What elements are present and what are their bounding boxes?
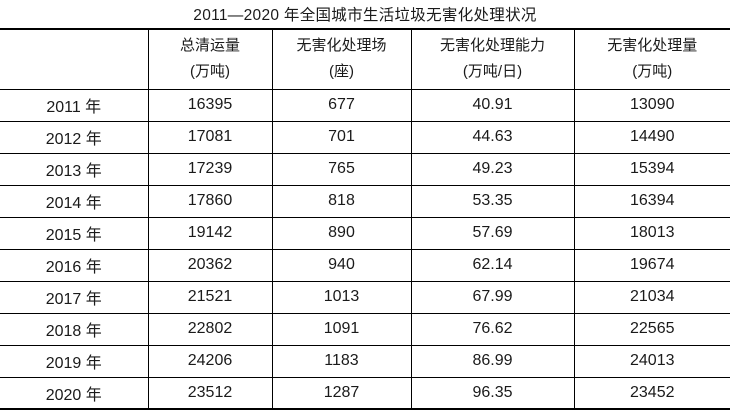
- value-cell: 86.99: [410, 345, 574, 378]
- year-cell: 2012 年: [0, 121, 148, 154]
- table-body: 2011 年 16395 677 40.91 13090 2012 年 1708…: [0, 89, 730, 409]
- value-cell: 49.23: [410, 153, 574, 186]
- value-cell: 20362: [147, 249, 272, 282]
- value-cell: 19674: [573, 249, 730, 282]
- year-cell: 2017 年: [0, 281, 148, 314]
- value-cell: 16394: [573, 185, 730, 218]
- value-cell: 14490: [573, 121, 730, 154]
- value-cell: 17860: [147, 185, 272, 218]
- year-cell: 2015 年: [0, 217, 148, 250]
- value-cell: 13090: [573, 89, 730, 122]
- value-cell: 76.62: [410, 313, 574, 346]
- value-cell: 17239: [147, 153, 272, 186]
- value-cell: 16395: [147, 89, 272, 122]
- value-cell: 23452: [573, 377, 730, 409]
- table-row: 2011 年 16395 677 40.91 13090: [0, 89, 730, 122]
- value-cell: 96.35: [410, 377, 574, 409]
- value-cell: 19142: [147, 217, 272, 250]
- value-cell: 15394: [573, 153, 730, 186]
- value-cell: 53.35: [410, 185, 574, 218]
- year-cell: 2020 年: [45, 386, 102, 404]
- table-title: 2011—2020 年全国城市生活垃圾无害化处理状况: [193, 7, 537, 24]
- table-row: 2020 年 23512 1287 96.35 23452: [0, 377, 730, 409]
- table-header-row: 总清运量 (万吨) 无害化处理场 (座) 无害化处理能力 (万吨/日) 无害化处…: [0, 29, 730, 90]
- value-cell: 1287: [271, 377, 411, 409]
- year-cell: 2013 年: [0, 153, 148, 186]
- value-cell: 1013: [271, 281, 411, 314]
- table-row: 2014 年 17860 818 53.35 16394: [0, 185, 730, 218]
- value-cell: 890: [271, 217, 411, 250]
- value-cell: 57.69: [410, 217, 574, 250]
- value-cell: 22565: [573, 313, 730, 346]
- value-cell: 1183: [271, 345, 411, 378]
- table-row: 2012 年 17081 701 44.63 14490: [0, 121, 730, 154]
- value-cell: 40.91: [410, 89, 574, 122]
- value-cell: 17081: [147, 121, 272, 154]
- column-header-name: 无害化处理能力: [439, 37, 545, 55]
- column-header-unit: (座): [329, 63, 354, 81]
- column-header-name: 无害化处理场: [296, 37, 387, 55]
- data-table: 总清运量 (万吨) 无害化处理场 (座) 无害化处理能力 (万吨/日) 无害化处…: [0, 28, 730, 410]
- column-header-treatment-volume: 无害化处理量 (万吨): [573, 29, 730, 90]
- value-cell: 44.63: [410, 121, 574, 154]
- year-cell: 2018 年: [0, 313, 148, 346]
- value-cell: 21521: [147, 281, 272, 314]
- table-row: 2015 年 19142 890 57.69 18013: [0, 217, 730, 250]
- value-cell: 62.14: [410, 249, 574, 282]
- value-cell: 18013: [573, 217, 730, 250]
- value-cell: 1091: [271, 313, 411, 346]
- table-row: 2017 年 21521 1013 67.99 21034: [0, 281, 730, 314]
- value-cell: 22802: [147, 313, 272, 346]
- value-cell: 940: [271, 249, 411, 282]
- value-cell: 701: [271, 121, 411, 154]
- year-cell: 2019 年: [0, 345, 148, 378]
- column-header-name: 总清运量: [179, 37, 240, 55]
- year-cell: 2011 年: [0, 89, 148, 122]
- value-cell: 677: [271, 89, 411, 122]
- column-header-total-collected: 总清运量 (万吨): [147, 29, 272, 90]
- table-row: 2018 年 22802 1091 76.62 22565: [0, 313, 730, 346]
- value-cell: 21034: [573, 281, 730, 314]
- column-header-unit: (万吨): [190, 63, 230, 81]
- value-cell: 24013: [573, 345, 730, 378]
- table-row: 2016 年 20362 940 62.14 19674: [0, 249, 730, 282]
- value-cell: 67.99: [410, 281, 574, 314]
- value-cell: 24206: [147, 345, 272, 378]
- column-header-treatment-capacity: 无害化处理能力 (万吨/日): [410, 29, 574, 90]
- column-header-year: [0, 29, 148, 90]
- year-cell: 2016 年: [0, 249, 148, 282]
- column-header-treatment-plants: 无害化处理场 (座): [271, 29, 411, 90]
- column-header-name: 无害化处理量: [607, 37, 698, 55]
- column-header-unit: (万吨): [632, 63, 673, 81]
- table-row: 2013 年 17239 765 49.23 15394: [0, 153, 730, 186]
- table-row: 2019 年 24206 1183 86.99 24013: [0, 345, 730, 378]
- year-cell: 2014 年: [0, 185, 148, 218]
- column-header-unit: (万吨/日): [462, 63, 523, 81]
- value-cell: 23512: [147, 377, 272, 409]
- value-cell: 765: [271, 153, 411, 186]
- value-cell: 818: [271, 185, 411, 218]
